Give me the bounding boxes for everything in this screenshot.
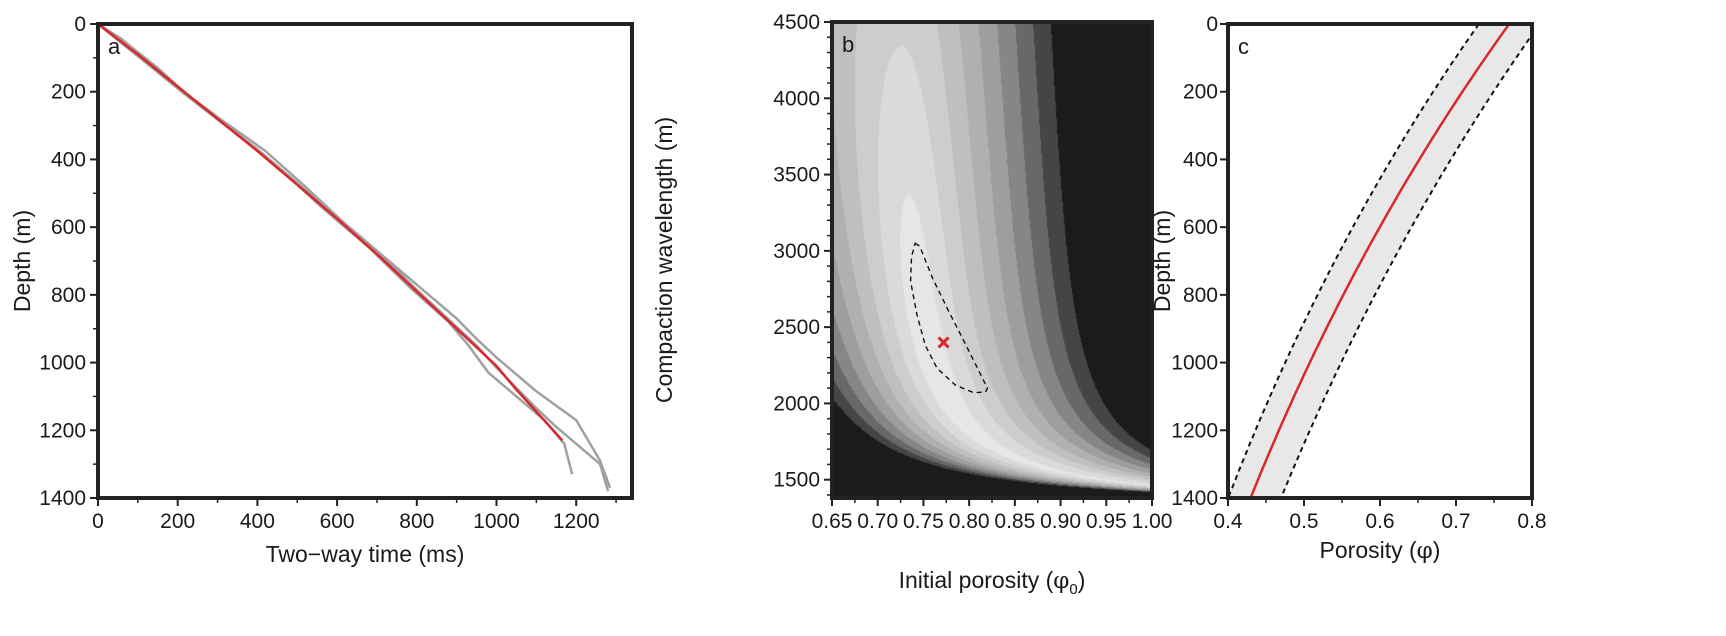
x-tick-label: 0.6 bbox=[1365, 510, 1394, 533]
y-axis-label: Compaction wavelength (m) bbox=[651, 117, 677, 403]
y-tick-label: 1200 bbox=[39, 419, 86, 442]
y-tick-label: 1500 bbox=[773, 469, 820, 492]
series-observed-3 bbox=[97, 23, 574, 475]
y-axis-label: Depth (m) bbox=[9, 210, 35, 312]
series-observed-2 bbox=[97, 22, 612, 489]
x-tick-label: 0.90 bbox=[1040, 510, 1081, 533]
y-tick-label: 3500 bbox=[773, 164, 820, 187]
y-tick-label: 2500 bbox=[773, 316, 820, 339]
phi-symbol: φ bbox=[1417, 538, 1433, 564]
panel-label: c bbox=[1238, 34, 1249, 59]
plot-frame bbox=[1226, 22, 1534, 500]
y-tick-label: 1400 bbox=[1171, 487, 1218, 510]
y-tick-label: 2000 bbox=[773, 392, 820, 415]
x-tick-label: 0.95 bbox=[1086, 510, 1127, 533]
y-tick-label: 1000 bbox=[1171, 352, 1218, 375]
x-tick-label: 200 bbox=[160, 510, 195, 533]
x-tick-label: 1200 bbox=[553, 510, 600, 533]
x-tick-label: 0.4 bbox=[1213, 510, 1243, 533]
y-tick-label: 1200 bbox=[1171, 419, 1218, 442]
x-tick-label: 0.65 bbox=[812, 510, 853, 533]
best-fit-cross-stroke bbox=[937, 336, 950, 349]
series-observed-1 bbox=[97, 22, 610, 492]
plot-frame bbox=[830, 20, 1154, 500]
panel-label: a bbox=[108, 34, 121, 59]
y-tick-label: 1000 bbox=[39, 352, 86, 375]
x-tick-label: 0.80 bbox=[949, 510, 990, 533]
y-tick-label: 4500 bbox=[773, 11, 820, 34]
best-fit-marker bbox=[937, 336, 950, 349]
paren: ) bbox=[1078, 567, 1086, 593]
plot-frame bbox=[96, 22, 634, 500]
phi-symbol: φ bbox=[1053, 568, 1069, 594]
porosity-model-line bbox=[1249, 24, 1511, 498]
series-model bbox=[97, 23, 564, 442]
y-tick-label: 600 bbox=[1183, 216, 1218, 239]
y-tick-label: 200 bbox=[1183, 81, 1218, 104]
x-axis-label: Initial porosity (φ0) bbox=[899, 567, 1086, 598]
panel-c: 0.4 0.5 0.6 0.7 0.8 0 200 400 600 800 1000 1200 1400… bbox=[1149, 13, 1547, 564]
x-tick-label: 0.5 bbox=[1289, 510, 1318, 533]
x-axis-label: Two−way time (ms) bbox=[266, 541, 465, 567]
misfit-contour-map bbox=[832, 22, 1152, 498]
y-tick-label: 800 bbox=[1183, 284, 1218, 307]
x-tick-label: 0.8 bbox=[1517, 510, 1546, 533]
panel-b: 0.65 0.70 0.75 0.80 0.85 0.90 0.95 1.00 1500 2000… bbox=[651, 11, 1172, 598]
y-tick-label: 1400 bbox=[39, 487, 86, 510]
upper-bound-line bbox=[1280, 33, 1532, 498]
y-tick-label: 400 bbox=[51, 148, 86, 171]
x-tick-label: 1000 bbox=[473, 510, 520, 533]
uncertainty-band bbox=[1228, 24, 1532, 498]
x-tick-label: 1.00 bbox=[1132, 510, 1173, 533]
y-tick-label: 200 bbox=[51, 81, 86, 104]
y-tick-label: 0 bbox=[74, 13, 86, 36]
x-tick-label: 600 bbox=[320, 510, 355, 533]
x-tick-label: 0.85 bbox=[994, 510, 1035, 533]
x-tick-label: 0.7 bbox=[1441, 510, 1470, 533]
panel-label: b bbox=[842, 32, 854, 57]
confidence-contour bbox=[909, 242, 989, 394]
x-tick-label: 800 bbox=[399, 510, 434, 533]
plot-area bbox=[1228, 24, 1532, 498]
y-tick-label: 600 bbox=[51, 216, 86, 239]
x-axis-label: Porosity (φ) bbox=[1320, 537, 1441, 564]
y-tick-label: 0 bbox=[1206, 13, 1218, 36]
y-tick-label: 800 bbox=[51, 284, 86, 307]
x-tick-label: 400 bbox=[240, 510, 275, 533]
y-axis-label: Depth (m) bbox=[1149, 210, 1175, 312]
y-tick-label: 400 bbox=[1183, 148, 1218, 171]
subscript: 0 bbox=[1069, 581, 1077, 598]
x-tick-label: 0 bbox=[92, 510, 104, 533]
lower-bound-line bbox=[1228, 24, 1480, 498]
x-tick-label: 0.75 bbox=[903, 510, 944, 533]
x-tick-label: 0.70 bbox=[857, 510, 898, 533]
panel-a: 0 200 400 600 800 1000 1200 0 200 400 600 800 1000 12… bbox=[9, 13, 634, 567]
y-tick-label: 4000 bbox=[773, 87, 820, 110]
y-tick-label: 3000 bbox=[773, 240, 820, 263]
